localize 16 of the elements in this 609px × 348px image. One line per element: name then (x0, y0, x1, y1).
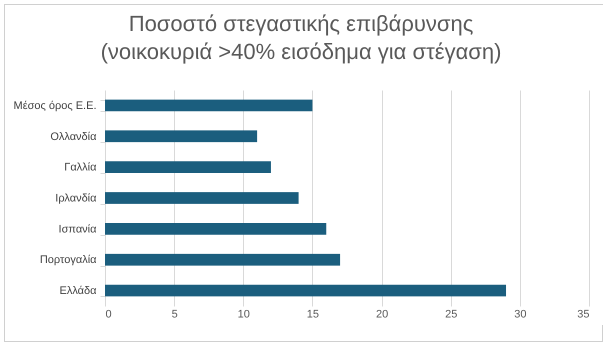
x-tick-label: 15 (306, 308, 320, 320)
y-tick-label: Ιρλανδία (55, 192, 98, 204)
y-tick-label: Μέσος όρος Ε.Ε. (14, 100, 96, 112)
x-tick-label: 10 (238, 308, 250, 320)
y-tick-label: Ισπανία (58, 223, 98, 236)
y-tick-label: Πορτογαλία (40, 254, 98, 266)
y-tick-label: Γαλλία (64, 162, 98, 174)
x-tick-label: 5 (172, 308, 178, 320)
x-tick-label: 30 (514, 308, 526, 320)
y-tick-label: Ολλανδία (50, 130, 98, 143)
y-tick-label: Ελλάδα (59, 285, 98, 298)
chart-title: Ποσοστό στεγαστικής επιβάρυνσης (νοικοκυριά >40% εισόδημα για στέγαση) (100, 11, 502, 64)
x-tick-label: 0 (106, 308, 112, 320)
x-tick-label: 20 (376, 308, 388, 320)
x-tick-label: 25 (445, 308, 458, 320)
x-tick-label: 35 (577, 308, 590, 320)
